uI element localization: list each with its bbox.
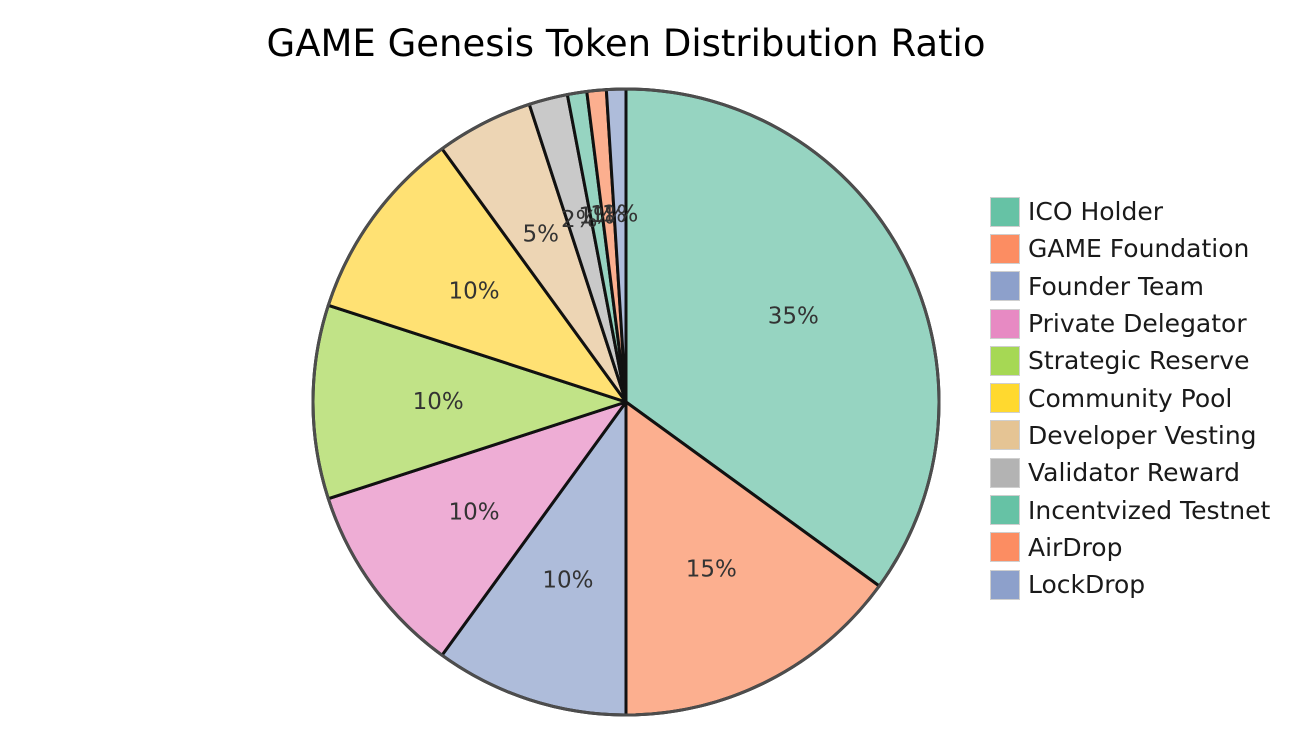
legend-swatch xyxy=(990,308,1020,339)
legend-swatch xyxy=(990,383,1020,414)
legend-swatch xyxy=(990,345,1020,376)
legend-label: Incentvized Testnet xyxy=(1028,495,1271,525)
legend-item: AirDrop xyxy=(990,529,1270,566)
legend-label: Community Pool xyxy=(1028,383,1233,413)
slice-value-label: 1% xyxy=(590,202,627,228)
legend-label: Developer Vesting xyxy=(1028,420,1257,450)
slice-value-label: 1% xyxy=(602,201,639,227)
legend-label: Validator Reward xyxy=(1028,458,1240,488)
legend-item: LockDrop xyxy=(990,566,1270,603)
legend-item: GAME Foundation xyxy=(990,230,1270,267)
slice-value-label: 10% xyxy=(413,389,464,415)
legend-item: Community Pool xyxy=(990,379,1270,416)
slice-value-label: 10% xyxy=(449,499,500,525)
legend-swatch xyxy=(990,457,1020,488)
legend-swatch xyxy=(990,495,1020,526)
slice-value-label: 15% xyxy=(686,556,737,582)
legend-swatch xyxy=(990,420,1020,451)
legend-item: Founder Team xyxy=(990,268,1270,305)
legend-label: ICO Holder xyxy=(1028,197,1164,227)
legend-label: LockDrop xyxy=(1028,570,1146,600)
legend-item: Incentvized Testnet xyxy=(990,491,1270,528)
legend-item: Validator Reward xyxy=(990,454,1270,491)
slice-value-label: 5% xyxy=(522,222,559,248)
legend-item: Strategic Reserve xyxy=(990,342,1270,379)
legend-label: Private Delegator xyxy=(1028,309,1247,339)
legend-label: Founder Team xyxy=(1028,271,1205,301)
slice-value-label: 35% xyxy=(768,304,819,330)
slice-value-label: 10% xyxy=(449,279,500,305)
legend-item: Private Delegator xyxy=(990,305,1270,342)
legend-swatch xyxy=(990,532,1020,563)
legend-swatch xyxy=(990,569,1020,600)
legend-label: AirDrop xyxy=(1028,532,1123,562)
legend-label: Strategic Reserve xyxy=(1028,346,1250,376)
legend-swatch xyxy=(990,196,1020,227)
slice-value-label: 2% xyxy=(561,207,598,233)
legend-label: GAME Foundation xyxy=(1028,234,1250,264)
chart-title: GAME Genesis Token Distribution Ratio xyxy=(266,22,986,65)
legend-swatch xyxy=(990,233,1020,264)
legend-item: Developer Vesting xyxy=(990,417,1270,454)
legend-item: ICO Holder xyxy=(990,193,1270,230)
slice-value-label: 1% xyxy=(578,204,615,230)
pie-outline xyxy=(311,87,941,717)
legend: ICO Holder GAME Foundation Founder Team Pri… xyxy=(990,193,1270,603)
legend-swatch xyxy=(990,271,1020,302)
slice-value-label: 10% xyxy=(542,568,593,594)
